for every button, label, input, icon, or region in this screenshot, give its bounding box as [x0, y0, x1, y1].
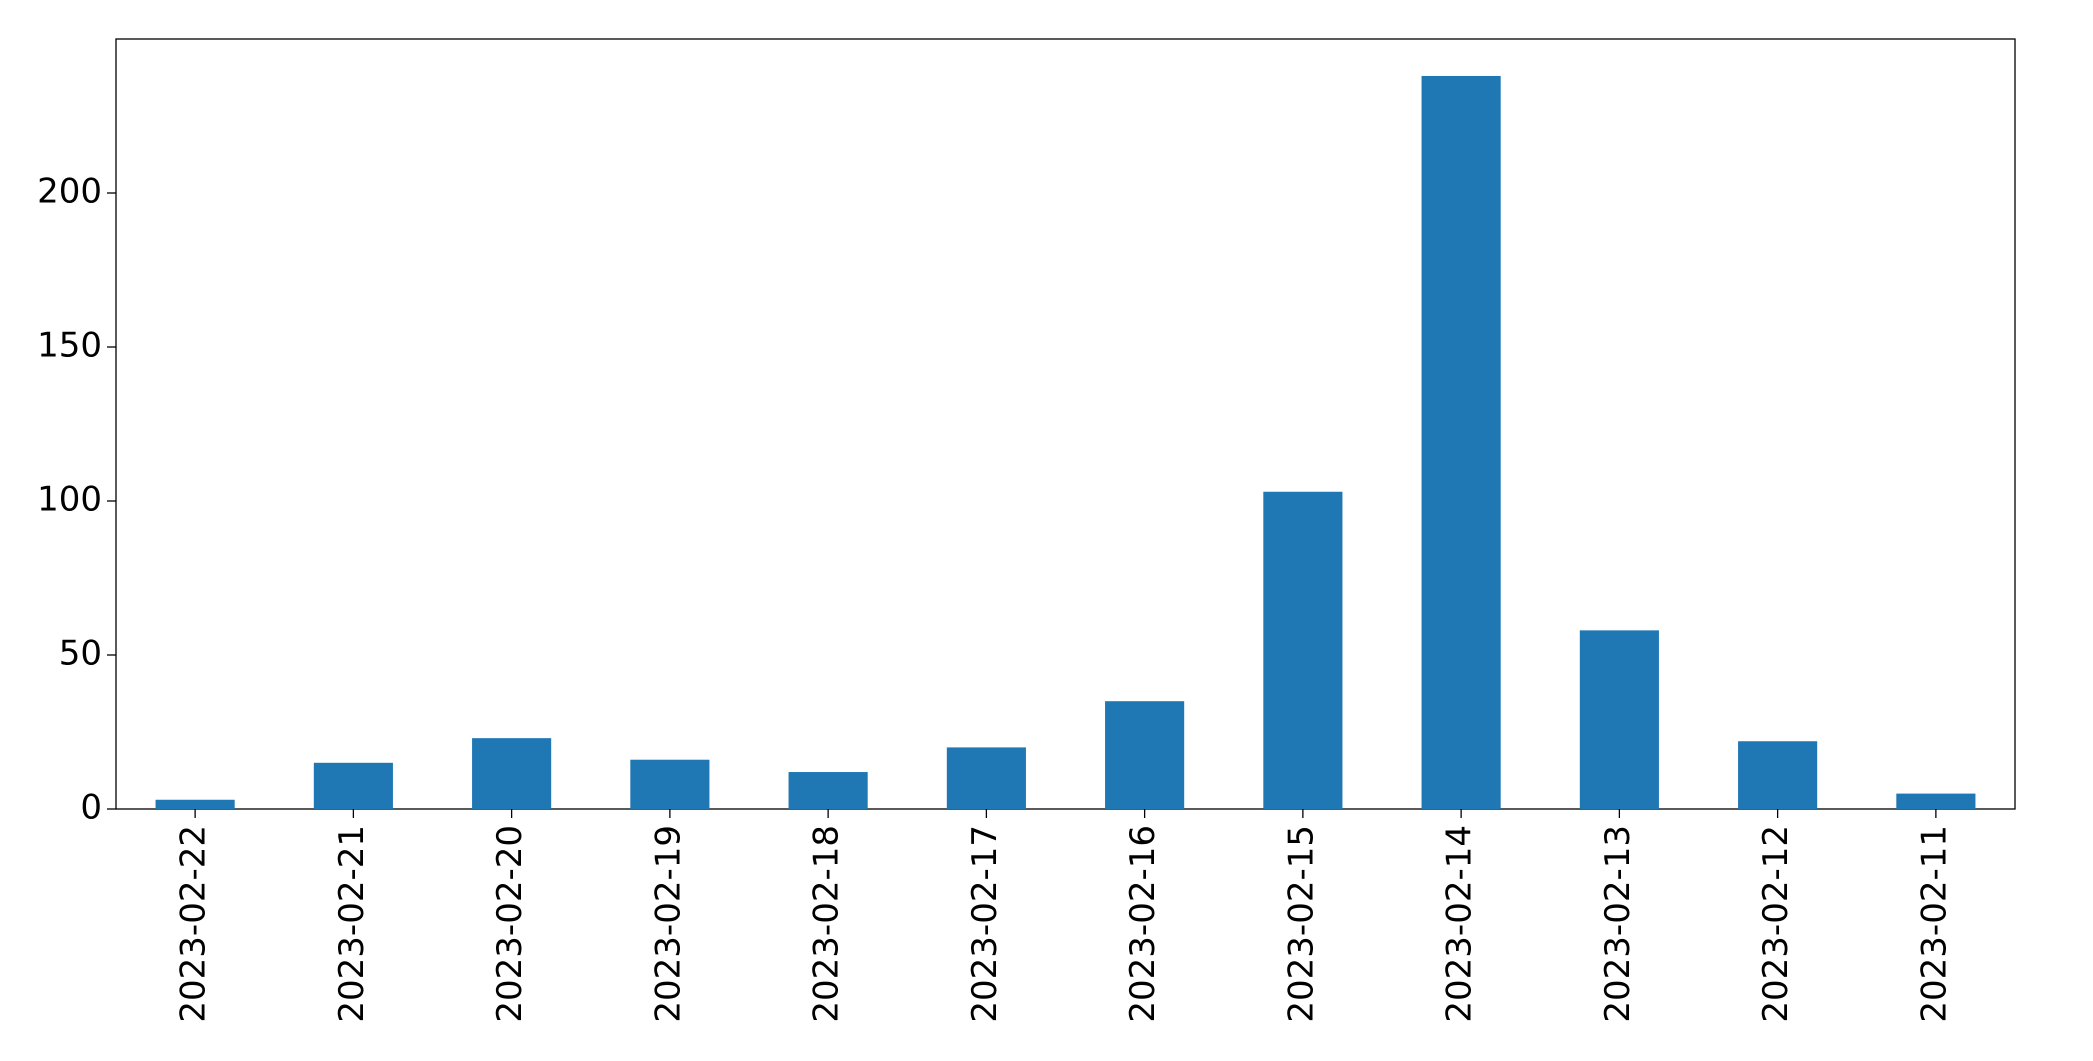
bar: [630, 759, 710, 809]
bar: [1421, 75, 1501, 809]
x-tick-label: 2023-02-17: [965, 825, 1005, 1023]
y-tick-label: 0: [80, 788, 102, 828]
x-tick-label: 2023-02-20: [490, 825, 530, 1023]
bar: [1896, 793, 1976, 809]
bar: [1579, 630, 1659, 809]
x-tick-label: 2023-02-12: [1756, 825, 1796, 1023]
bar: [155, 799, 235, 809]
bar: [946, 747, 1026, 809]
bar: [1105, 701, 1185, 809]
x-tick-label: 2023-02-16: [1123, 825, 1163, 1023]
x-tick-label: 2023-02-14: [1440, 825, 1480, 1023]
x-tick-label: 2023-02-11: [1914, 825, 1954, 1023]
y-tick-label: 50: [59, 634, 102, 674]
y-tick-label: 200: [37, 172, 102, 212]
x-tick-label: 2023-02-19: [648, 825, 688, 1023]
bar: [1738, 741, 1818, 809]
y-tick-label: 100: [37, 480, 102, 520]
x-tick-label: 2023-02-21: [332, 825, 372, 1023]
plot-frame: [115, 38, 2016, 810]
x-tick-label: 2023-02-15: [1281, 825, 1321, 1023]
x-tick-label: 2023-02-13: [1598, 825, 1638, 1023]
bar: [313, 762, 393, 809]
x-tick-label: 2023-02-18: [807, 825, 847, 1023]
bar: [472, 738, 552, 809]
bar: [788, 772, 868, 809]
bar: [1263, 491, 1343, 809]
x-tick-label: 2023-02-22: [174, 825, 214, 1023]
y-tick-label: 150: [37, 326, 102, 366]
